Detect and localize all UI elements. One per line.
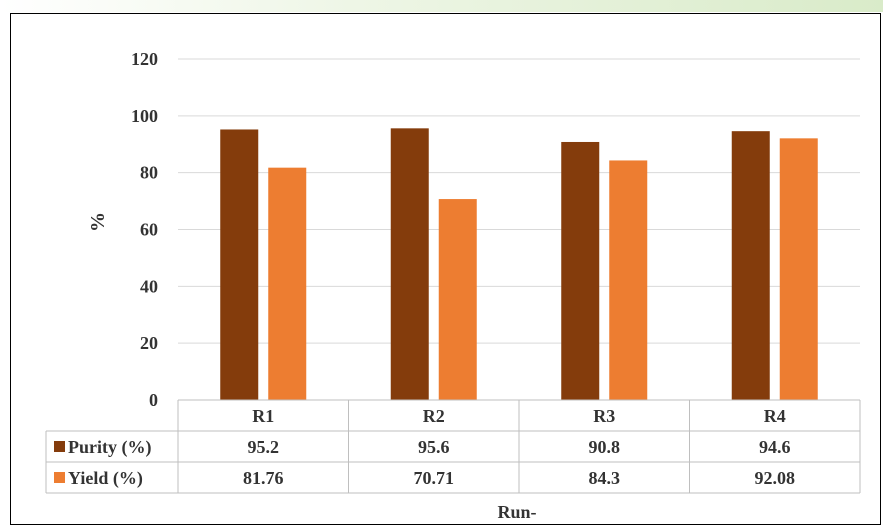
x-axis-label: Run- [497,502,536,522]
legend-swatch [54,472,65,483]
y-tick-label: 80 [140,163,158,183]
bar-yield-r2 [438,199,477,400]
y-tick-label: 0 [149,390,158,410]
data-table: R1 R2 R3 R4 Purity (%) 95.2 95.6 90.8 94.6 Yield … [45,399,861,494]
data-label: 90.8 [589,437,621,457]
top-strip [0,0,883,12]
data-label: 81.76 [243,468,284,488]
bars [220,128,818,400]
data-label: 95.6 [418,437,450,457]
data-label: 92.08 [755,468,796,488]
data-label: 95.2 [248,437,280,457]
y-tick-label: 120 [131,49,158,69]
bar-purity-r2 [390,128,429,400]
data-label: 84.3 [589,468,621,488]
legend-label: Yield (%) [68,468,143,489]
bar-purity-r4 [731,131,770,400]
category-label: R1 [252,406,274,426]
y-tick-label: 20 [140,333,158,353]
y-axis-label: % [87,212,109,232]
y-tick-labels: 0 20 40 60 80 100 120 [131,49,158,410]
category-label: R4 [764,406,786,426]
bar-purity-r1 [220,129,259,400]
bar-purity-r3 [561,141,600,400]
y-tick-label: 60 [140,220,158,240]
category-label: R2 [423,406,445,426]
data-label: 70.71 [414,468,455,488]
data-label: 94.6 [759,437,791,457]
legend-label: Purity (%) [68,437,151,458]
bar-yield-r4 [779,138,818,400]
y-tick-label: 100 [131,106,158,126]
legend-swatch [54,441,65,452]
category-label: R3 [593,406,615,426]
bar-yield-r3 [609,160,648,400]
bar-yield-r1 [268,167,307,400]
y-tick-label: 40 [140,276,158,296]
